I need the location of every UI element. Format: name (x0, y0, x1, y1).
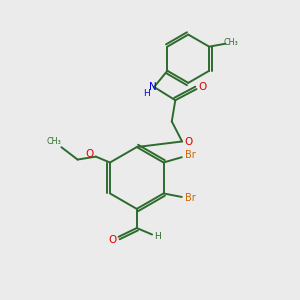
Text: CH₃: CH₃ (47, 137, 61, 146)
Text: H: H (143, 89, 150, 98)
Text: CH₃: CH₃ (224, 38, 239, 47)
Text: O: O (108, 235, 116, 245)
Text: O: O (199, 82, 207, 92)
Text: O: O (184, 137, 193, 147)
Text: H: H (154, 232, 161, 242)
Text: O: O (85, 149, 94, 159)
Text: Br: Br (185, 150, 196, 161)
Text: N: N (149, 82, 157, 92)
Text: Br: Br (185, 193, 196, 203)
